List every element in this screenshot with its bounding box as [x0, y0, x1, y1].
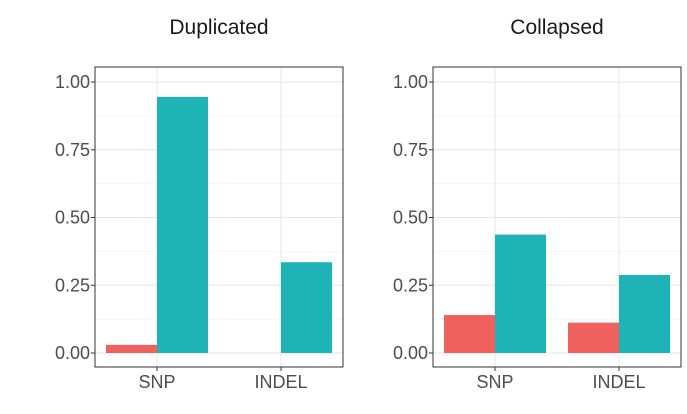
bar-indel-series-2: [281, 262, 332, 353]
y-tick-label: 0.25: [55, 275, 90, 295]
bar-indel-series-1: [568, 322, 619, 353]
y-tick-label: 1.00: [55, 72, 90, 92]
panel-title: Duplicated: [169, 16, 268, 39]
y-tick-label: 0.00: [393, 343, 428, 363]
bar-snp-series-2: [157, 96, 208, 353]
y-tick-label: 0.00: [55, 343, 90, 363]
bar-indel-series-2: [619, 274, 670, 353]
bar-snp-series-1: [444, 315, 495, 353]
y-tick-label: 0.75: [393, 140, 428, 160]
y-tick-label: 0.75: [55, 140, 90, 160]
x-category-label: SNP: [138, 372, 175, 392]
x-category-label: SNP: [476, 372, 513, 392]
bar-snp-series-2: [495, 234, 546, 353]
y-tick-label: 0.50: [393, 208, 428, 228]
x-category-label: INDEL: [254, 372, 307, 392]
panel-title: Collapsed: [510, 16, 603, 39]
x-category-label: INDEL: [592, 372, 645, 392]
bar-snp-series-1: [106, 344, 157, 353]
y-tick-label: 0.50: [55, 208, 90, 228]
y-tick-label: 0.25: [393, 275, 428, 295]
y-tick-label: 1.00: [393, 72, 428, 92]
